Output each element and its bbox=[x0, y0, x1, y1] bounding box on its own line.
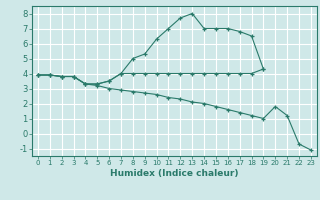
X-axis label: Humidex (Indice chaleur): Humidex (Indice chaleur) bbox=[110, 169, 239, 178]
